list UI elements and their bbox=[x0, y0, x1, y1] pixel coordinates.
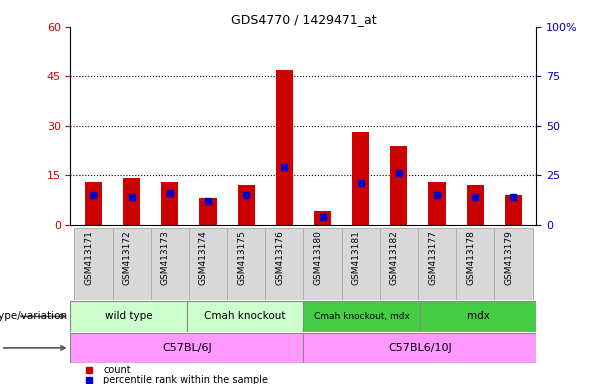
Text: Cmah knockout: Cmah knockout bbox=[205, 311, 286, 321]
Text: GSM413171: GSM413171 bbox=[85, 231, 93, 285]
Text: GSM413182: GSM413182 bbox=[390, 231, 399, 285]
Point bbox=[318, 214, 327, 220]
Bar bbox=[123, 179, 140, 225]
Text: mdx: mdx bbox=[466, 311, 490, 321]
Bar bbox=[303, 228, 341, 300]
Bar bbox=[151, 228, 189, 300]
Text: GSM413181: GSM413181 bbox=[352, 231, 360, 285]
Title: GDS4770 / 1429471_at: GDS4770 / 1429471_at bbox=[230, 13, 376, 26]
Bar bbox=[505, 195, 522, 225]
Bar bbox=[390, 146, 408, 225]
Text: C57BL/6J: C57BL/6J bbox=[162, 343, 212, 353]
Text: Cmah knockout, mdx: Cmah knockout, mdx bbox=[314, 312, 409, 321]
Bar bbox=[314, 212, 331, 225]
Text: GSM413174: GSM413174 bbox=[199, 231, 208, 285]
Bar bbox=[199, 198, 216, 225]
Bar bbox=[70, 301, 187, 332]
Bar bbox=[494, 228, 533, 300]
Text: GSM413175: GSM413175 bbox=[237, 231, 246, 285]
Text: GSM413177: GSM413177 bbox=[428, 231, 437, 285]
Text: GSM413178: GSM413178 bbox=[466, 231, 475, 285]
Bar bbox=[276, 70, 293, 225]
Bar bbox=[428, 182, 446, 225]
Text: strain: strain bbox=[0, 343, 65, 353]
Bar bbox=[341, 228, 380, 300]
Text: GSM413173: GSM413173 bbox=[161, 231, 170, 285]
Bar bbox=[85, 182, 102, 225]
Point bbox=[203, 198, 213, 204]
Bar bbox=[303, 301, 420, 332]
Text: GSM413176: GSM413176 bbox=[275, 231, 284, 285]
Point bbox=[509, 194, 519, 200]
Bar bbox=[380, 228, 418, 300]
Point bbox=[394, 170, 404, 176]
Bar bbox=[189, 228, 227, 300]
Point bbox=[470, 194, 480, 200]
Bar bbox=[456, 228, 494, 300]
Text: GSM413179: GSM413179 bbox=[504, 231, 514, 285]
Bar bbox=[352, 132, 369, 225]
Bar bbox=[113, 228, 151, 300]
Bar bbox=[420, 301, 536, 332]
Point bbox=[356, 180, 365, 186]
Text: GSM413180: GSM413180 bbox=[313, 231, 322, 285]
Text: genotype/variation: genotype/variation bbox=[0, 311, 67, 321]
Bar bbox=[238, 185, 255, 225]
Point bbox=[165, 190, 175, 196]
Point bbox=[280, 164, 289, 170]
Point bbox=[127, 194, 137, 200]
Text: percentile rank within the sample: percentile rank within the sample bbox=[103, 375, 268, 384]
Point bbox=[242, 192, 251, 198]
Bar bbox=[466, 185, 484, 225]
Bar bbox=[265, 228, 303, 300]
Bar bbox=[227, 228, 265, 300]
Bar bbox=[187, 301, 303, 332]
Bar bbox=[74, 228, 113, 300]
Text: C57BL6/10J: C57BL6/10J bbox=[388, 343, 452, 353]
Text: wild type: wild type bbox=[105, 311, 153, 321]
Bar bbox=[70, 333, 303, 363]
Bar bbox=[418, 228, 456, 300]
Bar bbox=[161, 182, 178, 225]
Point bbox=[432, 192, 442, 198]
Point bbox=[88, 192, 98, 198]
Text: GSM413172: GSM413172 bbox=[123, 231, 132, 285]
Bar bbox=[303, 333, 536, 363]
Text: count: count bbox=[103, 364, 131, 375]
